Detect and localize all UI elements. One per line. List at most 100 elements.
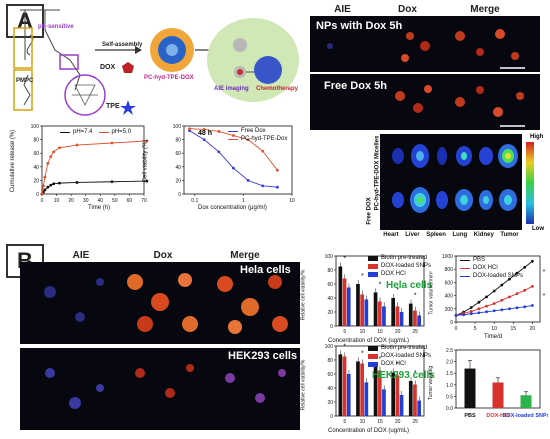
hela-legend: Biotin pre-treated DOX-loaded SNPs DOX H…: [368, 254, 431, 278]
release-chart: 0 20 40 60 80 100 0 10 20 30 40 50 60 70: [31, 124, 149, 204]
x-tick-label: 40: [98, 198, 104, 204]
micelle-icon: [150, 28, 194, 72]
tw-ylabel: Tumor weight/g: [428, 365, 435, 401]
series-point-2: [454, 314, 458, 317]
intensity-colorbar: [526, 142, 534, 224]
bar: [417, 315, 421, 326]
micro-a-header-merge: Merge: [470, 4, 500, 15]
series-point-0: [261, 184, 265, 188]
y-tick-label: 2.5: [446, 348, 453, 354]
legend-free-dox: Free Dox: [228, 127, 287, 135]
series-point-0: [75, 181, 79, 184]
series-point-1: [217, 130, 221, 133]
series-point-0: [46, 185, 50, 189]
series-point-2: [523, 305, 527, 309]
y-tick-label: 400: [445, 294, 454, 300]
significance-star: *: [343, 256, 346, 263]
x-tick-label: 30: [83, 198, 89, 204]
series-point-0: [43, 188, 47, 192]
y-tick-label: 0: [178, 192, 181, 198]
series-point-1: [232, 134, 235, 137]
series-point-1: [188, 127, 191, 131]
x-tick-label: 0: [41, 198, 44, 204]
bar: [360, 363, 364, 416]
y-tick-label: 40: [175, 165, 181, 171]
bar: [342, 356, 347, 416]
micro-b-row1: [20, 262, 300, 344]
x-tick-label: 10: [289, 198, 295, 204]
bar: [342, 278, 347, 326]
bar: [346, 374, 351, 416]
micro-a-row1: [310, 16, 540, 72]
series-point-1: [58, 146, 61, 150]
dox-label: DOX: [100, 64, 116, 71]
significance-star: *: [361, 350, 364, 357]
x-tick-label: 0.1: [191, 198, 198, 204]
bar: [373, 292, 378, 326]
significance-star: *: [379, 281, 382, 288]
series-point-0: [508, 277, 511, 281]
series-point-0: [232, 166, 235, 170]
series-point-0: [217, 150, 221, 154]
x-tick-label: 0: [455, 326, 458, 332]
series-point-2: [462, 313, 466, 317]
micro-b-row2-label: HEK293 cells: [228, 350, 298, 362]
bar: [417, 400, 421, 416]
ivis-images: [380, 134, 522, 230]
x-tick-label: 20: [395, 329, 401, 335]
significance-star: *: [414, 370, 417, 377]
bar: [391, 298, 396, 326]
series-point-0: [202, 138, 206, 141]
series-point-1: [40, 192, 44, 196]
series-point-2: [485, 310, 488, 314]
bar: [382, 389, 386, 416]
bar: [373, 367, 378, 416]
hek-xlabel: Concentration of DOX (ug/mL): [328, 428, 410, 434]
bar: [364, 299, 369, 326]
release-legend: pH=7.4 pH=5.0: [60, 128, 131, 136]
hek-viability-chart: 0 20 40 60 80 100 5 * 10 * 15 * 20 * 25 *: [325, 343, 425, 425]
significance-star: *: [379, 356, 382, 363]
bar: [520, 395, 532, 408]
bar: [338, 266, 343, 326]
y-tick-label: 20: [327, 310, 333, 316]
bar: [382, 306, 386, 326]
series-point-2: [477, 311, 481, 315]
series-point-2: [508, 307, 511, 311]
y-tick-label: 0: [330, 414, 333, 420]
series-point-1: [246, 138, 250, 141]
y-tick-label: 1.5: [446, 371, 453, 377]
series-point-1: [500, 298, 504, 302]
hek-cells-label: HEK293 cells: [372, 370, 435, 381]
series-point-2: [469, 312, 473, 316]
x-tick-label: DOX-HCl: [486, 413, 510, 419]
hek-legend: Biotin pre-treated DOX-loaded SNPs DOX H…: [368, 344, 431, 368]
bar: [360, 294, 364, 326]
y-tick-label: 60: [327, 372, 333, 378]
y-tick-label: 80: [175, 138, 181, 144]
series-line-1: [41, 140, 147, 195]
x-tick-label: 5: [343, 329, 346, 335]
series-point-0: [58, 181, 61, 185]
series-point-1: [515, 292, 519, 296]
micro-b-header-dox: Dox: [153, 250, 173, 261]
series-point-2: [515, 306, 519, 310]
bar: [377, 370, 382, 416]
organ-spleen: Spleen: [426, 232, 446, 238]
x-tick-label: 20: [530, 326, 536, 332]
series-point-1: [43, 175, 47, 179]
y-tick-label: 100: [173, 124, 182, 130]
bar: [399, 312, 404, 326]
viability48h-chart: 0 20 40 60 80 100 0.1 1 10: [173, 124, 295, 204]
y-tick-label: 1.0: [446, 383, 453, 389]
x-tick-label: PBS: [464, 413, 476, 419]
cell-diagram: [207, 18, 299, 102]
bar: [395, 375, 400, 416]
series-point-0: [530, 259, 534, 263]
x-tick-label: 20: [68, 198, 74, 204]
release-ylabel: Cumulative release (%): [10, 129, 17, 193]
micro-a-row2-label: Free Dox 5h: [324, 80, 387, 92]
y-tick-label: 100: [325, 254, 334, 260]
micro-a-header-dox: Dox: [398, 4, 417, 15]
significance-star: *: [414, 293, 417, 300]
